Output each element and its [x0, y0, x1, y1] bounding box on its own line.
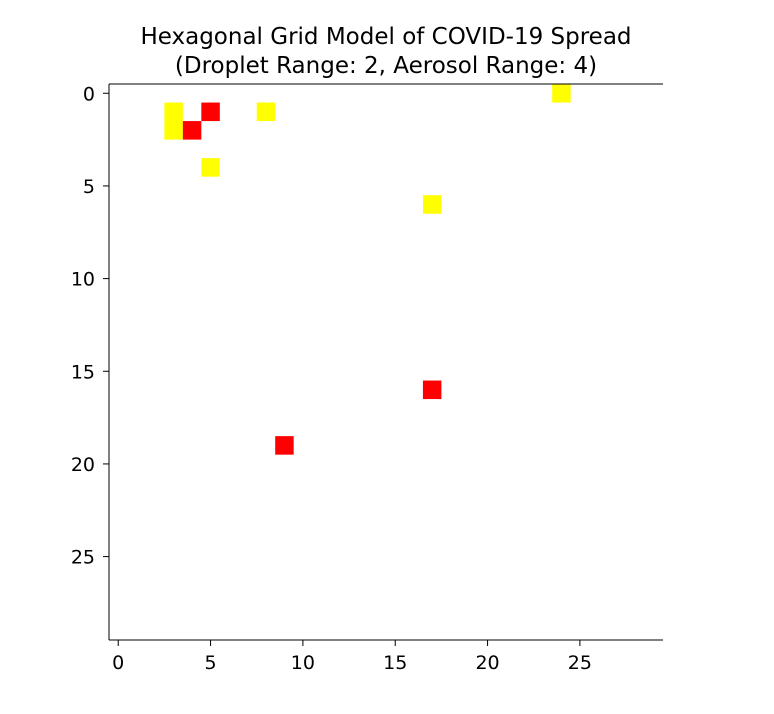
chart-title: Hexagonal Grid Model of COVID-19 Spread	[140, 24, 631, 50]
y-tick-label: 10	[71, 269, 95, 291]
grid-cell	[182, 121, 202, 140]
plot-area	[109, 84, 663, 640]
grid-cell	[422, 195, 442, 214]
grid-cell	[256, 102, 276, 122]
grid-cell	[164, 102, 183, 122]
y-tick-label: 20	[71, 454, 95, 476]
axes-layer: 0 5 10 15 20 25 0 5 10 15 20 25	[71, 83, 663, 674]
chart-subtitle: (Droplet Range: 2, Aerosol Range: 4)	[175, 53, 597, 79]
x-tick-label: 20	[475, 652, 499, 674]
x-tick-label: 5	[205, 652, 217, 674]
grid-cell	[275, 436, 294, 455]
cells-layer	[164, 84, 571, 455]
x-tick-label: 15	[383, 652, 407, 674]
x-tick-label: 10	[291, 652, 315, 674]
grid-cell	[422, 380, 442, 400]
plot-background	[109, 84, 663, 640]
x-tick-label: 25	[568, 652, 592, 674]
x-tick-label: 0	[112, 652, 124, 674]
y-tick-label: 5	[83, 176, 95, 198]
y-tick-label: 25	[71, 547, 95, 569]
grid-cell	[201, 102, 220, 122]
y-tick-label: 15	[71, 361, 95, 383]
grid-cell	[552, 84, 571, 103]
y-tick-label: 0	[83, 83, 95, 105]
grid-cell	[164, 121, 183, 140]
grid-cell	[201, 158, 220, 177]
